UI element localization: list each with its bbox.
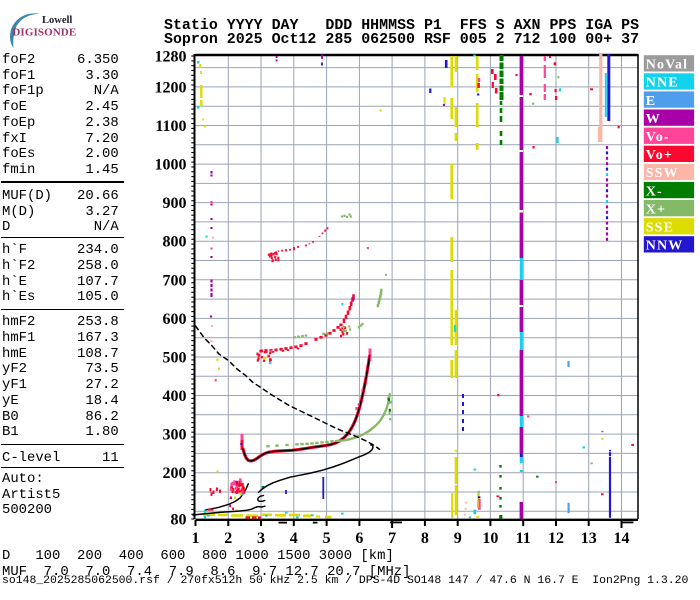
svg-text:3: 3 — [257, 530, 265, 547]
svg-text:500: 500 — [163, 350, 187, 367]
svg-text:2: 2 — [224, 530, 232, 547]
svg-text:1100: 1100 — [155, 118, 186, 135]
svg-text:E: E — [646, 94, 656, 109]
svg-text:Vo+: Vo+ — [646, 148, 673, 163]
svg-text:SSW: SSW — [646, 166, 679, 181]
svg-text:200: 200 — [163, 465, 187, 482]
svg-text:NNE: NNE — [646, 76, 679, 91]
svg-text:700: 700 — [163, 272, 187, 289]
svg-text:400: 400 — [163, 388, 187, 405]
svg-text:Vo-: Vo- — [646, 130, 670, 145]
svg-text:11: 11 — [516, 530, 531, 547]
svg-text:900: 900 — [163, 195, 187, 212]
svg-text:X+: X+ — [646, 202, 666, 217]
svg-text:SSE: SSE — [646, 221, 674, 236]
svg-text:1000: 1000 — [155, 157, 187, 174]
svg-text:W: W — [646, 112, 661, 127]
svg-text:800: 800 — [163, 234, 187, 251]
svg-text:4: 4 — [290, 530, 298, 547]
svg-text:Lowell: Lowell — [42, 15, 72, 26]
svg-text:300: 300 — [163, 427, 187, 444]
svg-text:1: 1 — [192, 530, 200, 547]
svg-text:7: 7 — [388, 530, 396, 547]
svg-text:8: 8 — [421, 530, 429, 547]
svg-text:1200: 1200 — [155, 79, 187, 96]
svg-text:NNW: NNW — [646, 239, 684, 254]
svg-text:14: 14 — [614, 530, 630, 547]
svg-text:5: 5 — [323, 530, 331, 547]
svg-text:NoVal: NoVal — [646, 58, 688, 73]
svg-text:12: 12 — [548, 530, 564, 547]
svg-text:600: 600 — [163, 311, 187, 328]
svg-text:DIGISONDE: DIGISONDE — [12, 27, 76, 39]
svg-text:13: 13 — [581, 530, 597, 547]
svg-text:1280: 1280 — [155, 49, 187, 66]
svg-text:10: 10 — [482, 530, 498, 547]
svg-text:9: 9 — [454, 530, 462, 547]
svg-text:X-: X- — [646, 184, 663, 199]
svg-text:80: 80 — [171, 512, 187, 529]
svg-text:6: 6 — [355, 530, 363, 547]
